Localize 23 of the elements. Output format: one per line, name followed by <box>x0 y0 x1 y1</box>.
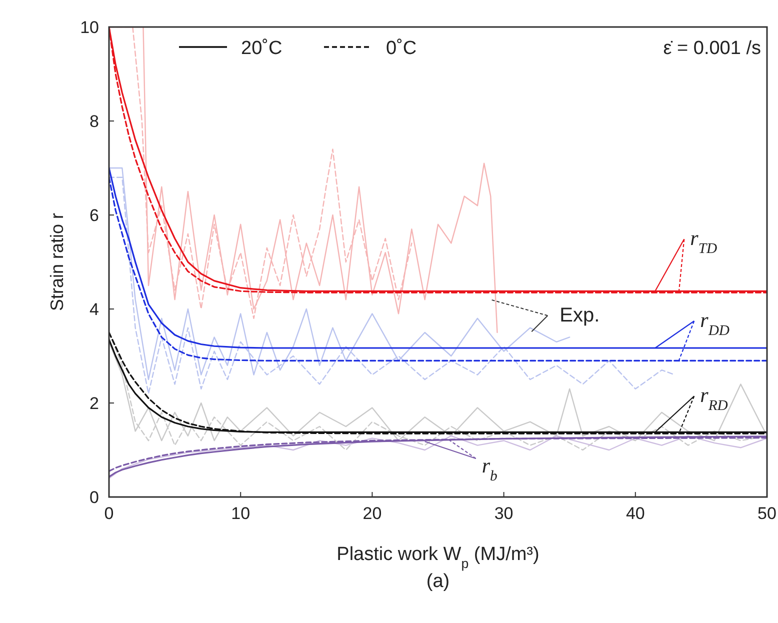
x-tick-label: 10 <box>231 504 250 523</box>
y-tick-label: 2 <box>90 394 99 413</box>
annotation: r$_{TD}$ <box>690 226 718 258</box>
text: (a) <box>426 571 450 592</box>
x-tick-label: 40 <box>626 504 645 523</box>
x-tick-label: 20 <box>362 504 382 523</box>
y-tick-label: 6 <box>90 206 99 225</box>
x-axis-title: Plastic work W$_{p}$ (MJ/m³) <box>336 544 540 570</box>
legend-label: 0˚C <box>386 38 417 59</box>
y-tick-label: 0 <box>90 488 99 507</box>
annotation: r$_{RD}$ <box>700 383 728 414</box>
annotation: ε̇ = 0.001 /s <box>663 38 761 59</box>
y-tick-label: 4 <box>90 300 99 319</box>
x-tick-label: 50 <box>758 504 776 523</box>
y-axis-title: Strain ratio r <box>47 212 67 312</box>
annotation: Exp. <box>560 304 600 327</box>
legend-label: 20˚C <box>241 38 282 59</box>
x-tick-label: 0 <box>104 504 114 523</box>
annotation: r$_{b}$ <box>482 454 498 485</box>
x-tick-label: 30 <box>494 504 514 523</box>
y-tick-label: 8 <box>90 112 99 131</box>
y-tick-label: 10 <box>80 18 99 37</box>
annotation: r$_{DD}$ <box>700 308 730 340</box>
